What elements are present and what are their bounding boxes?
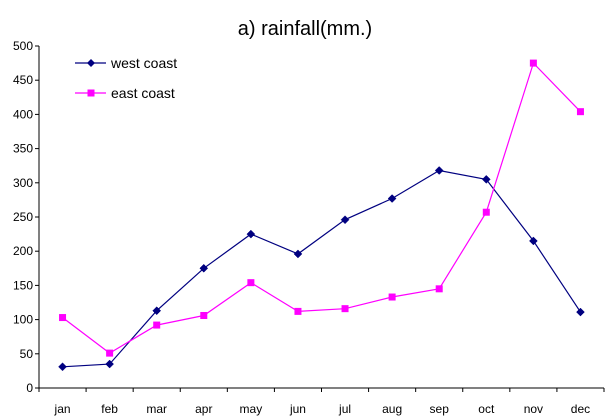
- x-tick-label: jul: [338, 402, 351, 416]
- data-point: [200, 311, 208, 319]
- data-point: [247, 279, 255, 287]
- series-line: [62, 169, 582, 368]
- y-tick-label: 450: [13, 73, 33, 87]
- data-point: [434, 166, 444, 175]
- y-tick-label: 150: [13, 278, 33, 292]
- legend: west coast east coast: [75, 55, 177, 101]
- data-point: [340, 215, 350, 225]
- plot-area: [58, 59, 585, 372]
- data-point: [293, 249, 303, 259]
- x-tick-label: jun: [289, 402, 306, 416]
- data-point: [152, 306, 162, 316]
- axes: 0 50 100 150 200 250 300 350 400 450 500 jan feb mar a…: [13, 39, 605, 416]
- data-point: [59, 314, 67, 322]
- data-point: [199, 263, 209, 273]
- legend-label-west-coast: west coast: [110, 55, 177, 71]
- data-point: [58, 362, 67, 372]
- y-tick-label: 50: [20, 347, 34, 361]
- y-tick-label: 400: [13, 107, 33, 121]
- data-point: [482, 208, 490, 216]
- y-tick-label: 300: [13, 176, 33, 190]
- data-point: [246, 229, 256, 239]
- y-tick-label: 100: [13, 313, 33, 327]
- x-tick-label: apr: [195, 402, 212, 416]
- y-tick-label: 200: [13, 244, 33, 258]
- x-tick-label: aug: [382, 402, 402, 416]
- y-tick-label: 0: [26, 381, 33, 395]
- data-point: [529, 236, 538, 246]
- data-point: [481, 175, 491, 184]
- x-tick-label: sep: [430, 402, 450, 416]
- chart-title: a) rainfall(mm.): [238, 18, 372, 40]
- x-tick-label: may: [240, 402, 263, 416]
- data-point: [294, 307, 302, 315]
- y-tick-label: 250: [13, 210, 33, 224]
- data-point: [576, 307, 585, 317]
- data-point: [153, 321, 161, 329]
- x-tick-label: dec: [571, 402, 590, 416]
- x-tick-label: jan: [54, 402, 71, 416]
- x-tick-label: feb: [101, 402, 118, 416]
- data-point: [341, 305, 349, 313]
- legend-marker-east-coast: [87, 89, 95, 97]
- legend-marker-west-coast: [87, 59, 95, 67]
- data-point: [529, 59, 537, 67]
- legend-label-east-coast: east coast: [111, 85, 175, 101]
- data-point: [576, 108, 584, 116]
- series-line: [62, 61, 581, 354]
- x-tick-label: nov: [524, 402, 543, 416]
- data-point: [105, 359, 114, 369]
- data-point: [435, 285, 443, 293]
- data-point: [106, 349, 114, 357]
- data-point: [387, 194, 397, 203]
- x-tick-label: oct: [478, 402, 495, 416]
- data-point: [388, 293, 396, 301]
- y-tick-label: 500: [13, 39, 33, 53]
- y-tick-label: 350: [13, 142, 33, 156]
- x-tick-label: mar: [146, 402, 167, 416]
